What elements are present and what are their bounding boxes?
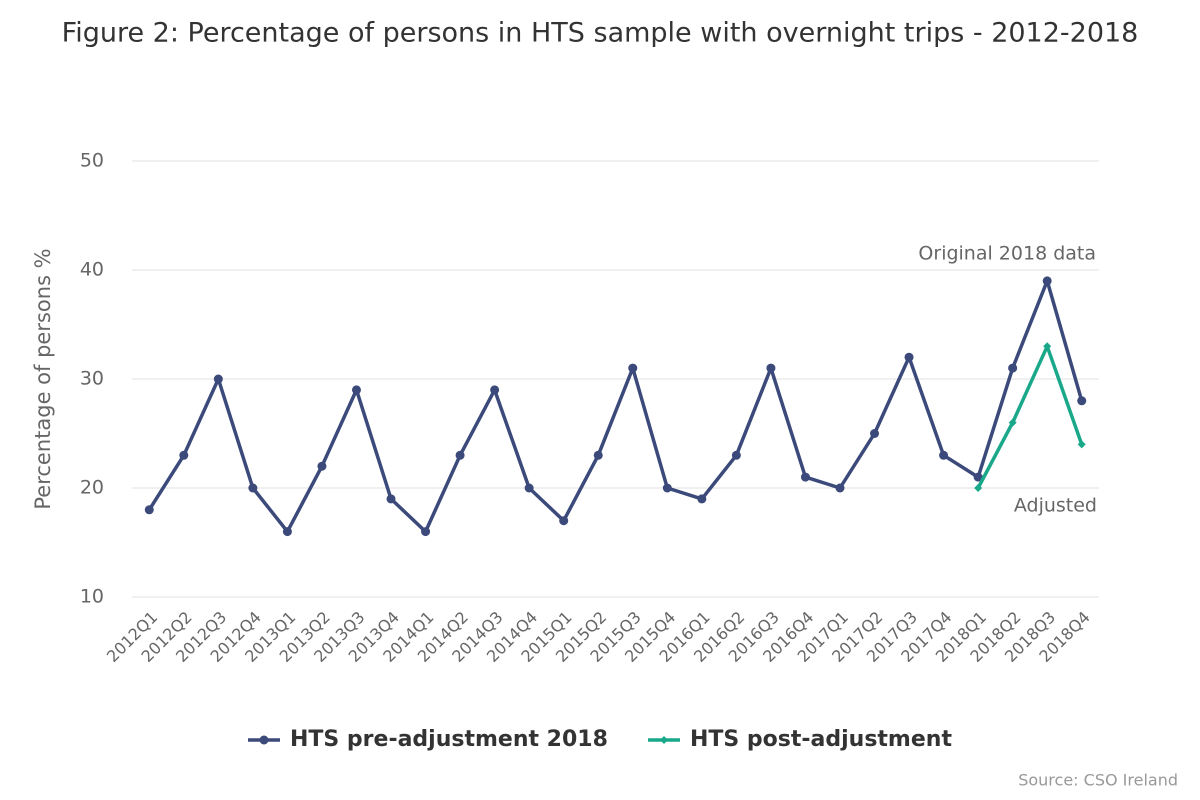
data-point [1042,276,1052,286]
data-point [179,450,189,460]
data-point [974,484,983,492]
source: Source: CSO Ireland [1018,771,1178,790]
chart-title: Figure 2: Percentage of persons in HTS s… [62,18,1139,49]
data-point [904,352,914,362]
data-point [282,527,292,537]
y-axis-label: Percentage of persons % [31,248,55,509]
data-point [593,450,603,460]
data-point [455,450,465,460]
data-point [1008,418,1017,427]
annotation: Adjusted [1014,495,1097,517]
series-line [147,279,1084,534]
data-point [1008,363,1018,373]
data-point [697,494,707,504]
data-point [766,363,776,373]
data-point [144,505,154,515]
data-point [317,461,327,471]
data-point [973,472,983,482]
data-point [1077,440,1086,449]
y-tick-label: 40 [80,259,104,281]
series-line [976,344,1084,489]
data-point [386,494,396,504]
data-point [800,472,810,482]
legend-marker [660,736,668,744]
legend-marker [259,735,269,745]
data-point [213,374,223,384]
data-point [248,483,258,493]
data-point [351,385,361,395]
y-tick-label: 50 [80,150,104,172]
data-point [870,429,880,438]
data-point [662,483,672,493]
data-point [835,483,845,493]
legend-label[interactable]: HTS pre-adjustment 2018 [290,727,608,752]
data-point [421,527,431,537]
data-point [731,450,741,460]
data-point [1043,342,1052,351]
y-tick-label: 20 [80,477,104,499]
data-point [559,516,569,526]
data-point [628,363,638,373]
data-point [490,385,500,395]
data-point [939,450,949,460]
y-tick-label: 30 [80,368,104,390]
annotation: Original 2018 data [918,243,1096,265]
data-point [524,483,534,493]
data-point [1077,396,1087,406]
legend-label[interactable]: HTS post-adjustment [690,727,952,752]
y-tick-label: 10 [80,586,104,608]
